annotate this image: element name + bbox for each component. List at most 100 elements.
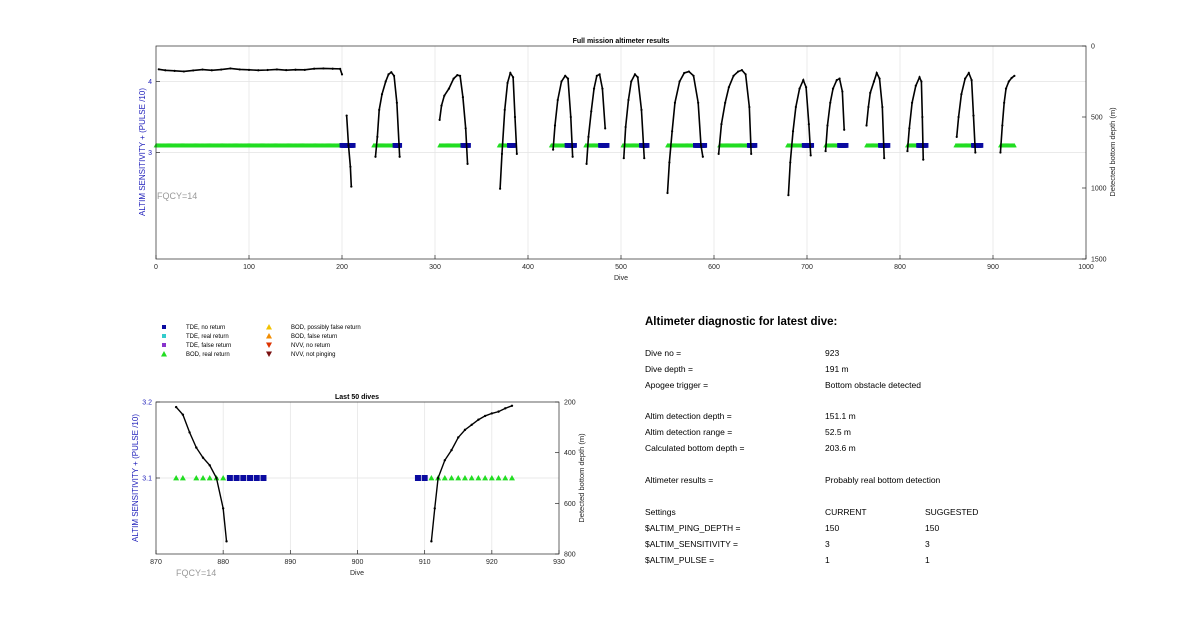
bottom-chart-xlabel: Dive <box>350 570 364 577</box>
bottom-depth-point <box>838 77 841 80</box>
bottom-depth-point <box>470 423 473 426</box>
x-tick-label: 890 <box>284 559 296 566</box>
bottom-depth-point <box>737 70 740 73</box>
bottom-depth-point <box>436 476 440 480</box>
tde-no-return-marker <box>466 143 471 148</box>
bod-real-return-marker <box>468 475 475 481</box>
bottom-depth-point <box>513 115 517 119</box>
bottom-depth-point <box>461 96 464 99</box>
bottom-depth-point <box>275 68 278 71</box>
bottom-depth-point <box>999 151 1002 154</box>
bottom-depth-line <box>999 75 1015 153</box>
diagnostic-row-value: 203.6 m <box>825 443 856 453</box>
bottom-depth-point <box>477 418 480 421</box>
bottom-depth-point <box>910 101 914 104</box>
y-tick-label: 3 <box>148 150 152 157</box>
top-chart-fqcy-annotation: FQCY=14 <box>157 191 197 201</box>
setting-suggested: 1 <box>925 555 930 565</box>
legend-triangle-down-marker <box>266 342 272 348</box>
bottom-depth-point <box>221 507 225 510</box>
bottom-depth-point <box>506 81 509 85</box>
bottom-depth-point <box>331 67 334 70</box>
bottom-chart-y2label: Detected bottom depth (m) <box>577 433 586 523</box>
bottom-depth-point <box>697 101 700 104</box>
x-tick-label: 700 <box>801 264 813 271</box>
x-tick-label: 300 <box>429 264 441 271</box>
bottom-depth-point <box>225 540 228 543</box>
bottom-chart-depth-lines <box>174 404 514 543</box>
bottom-depth-point <box>257 69 260 72</box>
y-tick-label: 3.2 <box>142 400 152 407</box>
diagnostic-row-value: 191 m <box>825 364 849 374</box>
bottom-depth-point <box>345 114 348 117</box>
bottom-depth-point <box>208 464 211 467</box>
bottom-depth-point <box>347 144 350 147</box>
bottom-depth-point <box>601 87 604 90</box>
bod-real-return-marker <box>200 475 207 481</box>
bottom-depth-point <box>701 155 704 158</box>
bottom-depth-point <box>883 157 886 160</box>
bottom-depth-point <box>869 91 872 94</box>
bottom-depth-point <box>640 108 643 111</box>
bottom-depth-point <box>692 74 695 77</box>
bottom-depth-point <box>387 73 390 76</box>
bottom-depth-point <box>673 101 677 104</box>
bottom-depth-point <box>1010 76 1013 80</box>
bottom-depth-point <box>450 448 453 452</box>
bottom-depth-point <box>195 446 198 449</box>
tde-no-return-marker <box>414 475 421 481</box>
bod-real-return-marker <box>193 475 200 481</box>
diagnostic-row-label: Altimeter results = <box>645 475 713 485</box>
bottom-depth-point <box>683 71 686 75</box>
bottom-depth-point <box>622 157 625 160</box>
bottom-depth-point <box>967 71 970 75</box>
y2-tick-label: 200 <box>564 400 576 407</box>
tde-no-return-marker <box>572 143 577 148</box>
bottom-depth-point <box>732 74 735 77</box>
setting-suggested: 3 <box>925 539 930 549</box>
x-tick-label: 200 <box>336 264 348 271</box>
bottom-depth-point <box>322 67 325 70</box>
x-tick-label: 870 <box>150 559 162 566</box>
bottom-depth-point <box>592 87 596 90</box>
x-tick-label: 900 <box>352 559 364 566</box>
bottom-depth-point <box>390 71 393 74</box>
bottom-depth-line <box>552 74 574 157</box>
bottom-depth-point <box>201 456 205 459</box>
tde-no-return-marker <box>885 143 891 148</box>
bottom-depth-point <box>552 148 555 151</box>
top-chart-ylabel: ALTIM SENSITIVITY + (PULSE /10) <box>138 88 147 216</box>
setting-label: $ALTIM_PING_DEPTH = <box>645 523 741 533</box>
bottom-depth-point <box>466 162 469 165</box>
bottom-depth-point <box>192 69 195 72</box>
bottom-depth-point <box>174 405 178 409</box>
bod-real-return-marker <box>488 475 495 481</box>
bottom-depth-point <box>922 158 925 161</box>
bod-real-return-marker <box>508 475 515 481</box>
bottom-depth-point <box>443 94 446 97</box>
bottom-depth-point <box>490 412 494 415</box>
bottom-depth-point <box>182 70 185 73</box>
bottom-depth-point <box>627 98 630 102</box>
bod-real-return-marker <box>220 475 227 481</box>
tde-no-return-marker <box>511 143 517 148</box>
bottom-depth-line <box>717 69 752 154</box>
bottom-depth-point <box>964 77 967 80</box>
diagnostic-row-label: Altim detection depth = <box>645 411 732 421</box>
legend-label: TDE, no return <box>186 325 225 331</box>
altimeter-diagnostic-panel: Altimeter diagnostic for latest dive: Di… <box>645 316 978 565</box>
tde-no-return-marker <box>923 143 929 148</box>
bottom-depth-point <box>636 76 639 79</box>
legend-triangle-down-marker <box>266 351 272 357</box>
bottom-depth-point <box>378 108 381 111</box>
bottom-depth-point <box>666 191 669 195</box>
bottom-depth-point <box>188 431 191 434</box>
bottom-depth-point <box>376 135 379 138</box>
bottom-depth-point <box>500 152 504 156</box>
x-tick-label: 880 <box>217 559 229 566</box>
bottom-depth-point <box>556 98 559 102</box>
setting-current: 3 <box>825 539 830 549</box>
bottom-depth-point <box>164 69 167 72</box>
bod-real-return-marker <box>206 475 213 481</box>
bottom-depth-point <box>564 74 567 77</box>
